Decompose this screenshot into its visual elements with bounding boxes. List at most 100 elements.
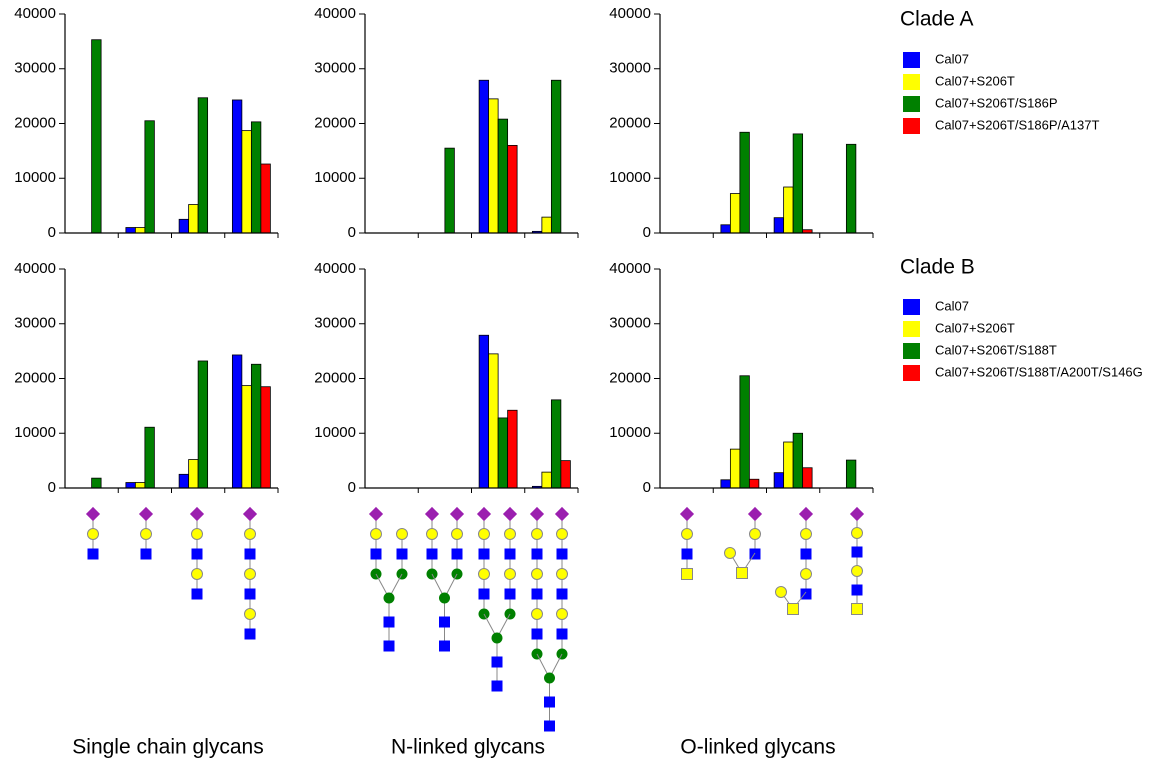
mannose	[492, 633, 503, 644]
y-tick-label: 10000	[609, 169, 651, 186]
galactose	[725, 548, 736, 559]
galnac	[737, 568, 748, 579]
legend-swatch	[903, 321, 920, 337]
bar	[793, 134, 803, 233]
galactose	[141, 529, 152, 540]
legend-swatch	[903, 96, 920, 112]
y-tick-label: 0	[348, 479, 356, 496]
y-tick-label: 40000	[314, 260, 356, 277]
y-tick-label: 20000	[14, 114, 56, 131]
y-tick-label: 20000	[314, 114, 356, 131]
bar	[232, 100, 242, 233]
bar	[135, 228, 145, 233]
glcnac	[245, 549, 256, 560]
glcnac	[505, 589, 516, 600]
glcnac	[557, 589, 568, 600]
y-tick-label: 0	[643, 224, 651, 241]
glcnac	[245, 629, 256, 640]
legend-swatch	[903, 118, 920, 134]
bar	[784, 442, 794, 488]
y-tick-label: 20000	[314, 369, 356, 386]
glcnac	[544, 697, 555, 708]
bar	[551, 400, 561, 488]
glcnac	[384, 617, 395, 628]
sialic-acid	[477, 507, 491, 521]
galactose	[452, 529, 463, 540]
y-tick-label: 30000	[14, 315, 56, 332]
galactose	[532, 609, 543, 620]
bar	[189, 205, 199, 233]
glcnac	[141, 549, 152, 560]
glcnac	[532, 589, 543, 600]
bar	[242, 131, 252, 233]
y-tick-label: 10000	[314, 424, 356, 441]
glcnac	[397, 549, 408, 560]
bar	[740, 132, 750, 233]
column-title: N-linked glycans	[391, 736, 545, 759]
y-tick-label: 20000	[14, 369, 56, 386]
sialic-acid	[139, 507, 153, 521]
bar	[730, 194, 740, 233]
galactose	[682, 529, 693, 540]
galactose	[479, 569, 490, 580]
legend-swatch	[903, 52, 920, 68]
bar	[261, 387, 271, 488]
galactose	[88, 529, 99, 540]
y-tick-label: 30000	[609, 315, 651, 332]
bar	[784, 187, 794, 233]
bar	[542, 217, 552, 233]
glcnac	[557, 629, 568, 640]
y-tick-label: 40000	[14, 5, 56, 22]
bar	[498, 119, 508, 233]
galnac	[788, 604, 799, 615]
glcnac	[439, 617, 450, 628]
bar	[92, 40, 102, 233]
glcnac	[452, 549, 463, 560]
galactose	[750, 529, 761, 540]
bar	[445, 148, 455, 233]
legend-label: Cal07+S206T	[935, 73, 1015, 88]
bar	[251, 364, 261, 488]
y-tick-label: 30000	[314, 60, 356, 77]
glcnac	[427, 549, 438, 560]
y-tick-label: 10000	[14, 169, 56, 186]
legend-label: Cal07+S206T/S186P	[935, 95, 1058, 110]
legend-label: Cal07+S206T/S188T/A200T/S146G	[935, 364, 1143, 379]
galactose	[192, 569, 203, 580]
legend-label: Cal07	[935, 51, 969, 66]
bar	[479, 335, 489, 488]
column-title: O-linked glycans	[680, 736, 835, 759]
glcnac	[479, 589, 490, 600]
sialic-acid	[450, 507, 464, 521]
bar	[508, 145, 518, 233]
y-tick-label: 20000	[609, 369, 651, 386]
bar	[542, 472, 552, 488]
sialic-acid	[243, 507, 257, 521]
bar	[179, 219, 189, 233]
glcnac	[479, 549, 490, 560]
sialic-acid	[555, 507, 569, 521]
glcnac	[492, 681, 503, 692]
y-tick-label: 40000	[609, 260, 651, 277]
mannose	[544, 673, 555, 684]
sialic-acid	[530, 507, 544, 521]
bar	[179, 474, 189, 488]
y-tick-label: 40000	[14, 260, 56, 277]
galactose	[245, 609, 256, 620]
figure: Clade A Clade B Single chain glycans N-l…	[0, 0, 1168, 762]
legend-label: Cal07+S206T/S186P/A137T	[935, 117, 1099, 132]
galactose	[192, 529, 203, 540]
galactose	[852, 528, 863, 539]
bar	[551, 80, 561, 233]
y-tick-label: 30000	[314, 315, 356, 332]
glcnac	[750, 549, 761, 560]
glcnac	[88, 549, 99, 560]
legend-label: Cal07+S206T	[935, 320, 1015, 335]
bar	[261, 164, 271, 233]
bar	[232, 355, 242, 488]
galactose	[505, 529, 516, 540]
galnac	[852, 604, 863, 615]
bar	[126, 228, 136, 233]
bar	[561, 461, 571, 488]
galnac	[682, 569, 693, 580]
